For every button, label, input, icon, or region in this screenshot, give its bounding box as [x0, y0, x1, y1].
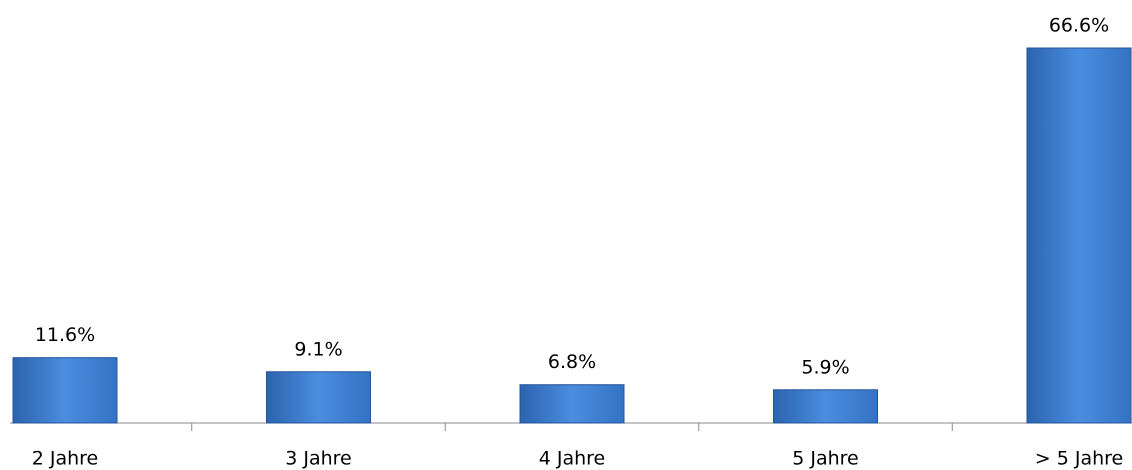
- bar: [773, 389, 878, 424]
- bar: [266, 371, 371, 424]
- x-tick-label: 3 Jahre: [285, 448, 352, 470]
- value-label: 11.6%: [35, 324, 95, 346]
- value-label: 6.8%: [548, 351, 596, 373]
- bar: [1026, 47, 1132, 424]
- value-label: 9.1%: [294, 338, 342, 360]
- x-tick-label: 5 Jahre: [792, 448, 859, 470]
- x-tick-label: 4 Jahre: [539, 448, 606, 470]
- value-label: 66.6%: [1049, 15, 1109, 37]
- x-tick-label: 2 Jahre: [32, 448, 99, 470]
- bar: [519, 384, 625, 424]
- bar: [12, 357, 118, 424]
- x-tick-label: > 5 Jahre: [1035, 448, 1123, 470]
- value-label: 5.9%: [801, 356, 849, 378]
